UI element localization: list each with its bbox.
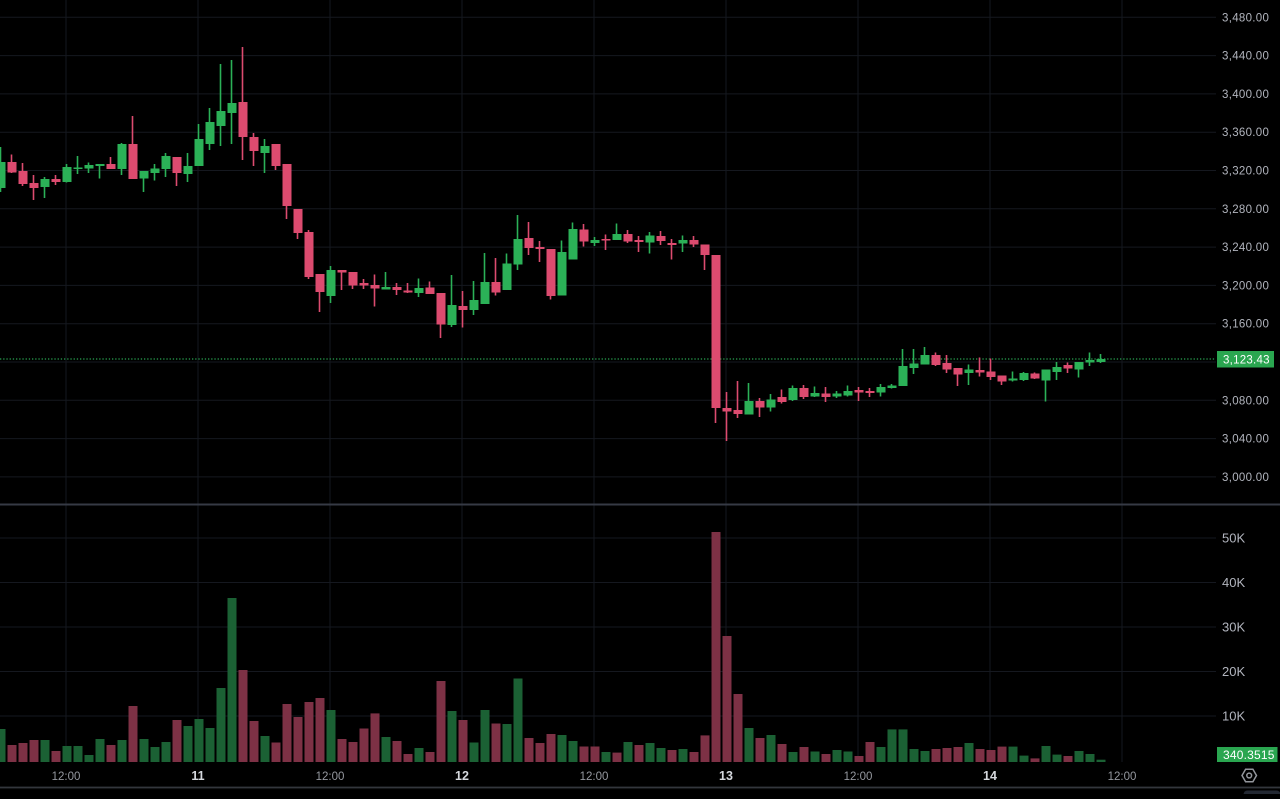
svg-text:12: 12 (455, 769, 469, 783)
svg-text:12:00: 12:00 (1108, 771, 1137, 783)
svg-text:3,320.00: 3,320.00 (1222, 166, 1269, 178)
svg-text:3,160.00: 3,160.00 (1222, 319, 1269, 331)
svg-text:14: 14 (983, 769, 997, 783)
svg-text:3,123.43: 3,123.43 (1223, 354, 1270, 366)
svg-text:12:00: 12:00 (316, 771, 345, 783)
svg-text:3,000.00: 3,000.00 (1222, 472, 1269, 484)
svg-text:3,240.00: 3,240.00 (1222, 242, 1269, 254)
svg-text:3,400.00: 3,400.00 (1222, 89, 1269, 101)
svg-text:13: 13 (719, 769, 733, 783)
svg-text:12:00: 12:00 (52, 771, 81, 783)
svg-text:340.3515: 340.3515 (1223, 748, 1275, 762)
svg-text:12:00: 12:00 (580, 771, 609, 783)
svg-text:20K: 20K (1222, 664, 1245, 679)
svg-text:3,360.00: 3,360.00 (1222, 127, 1269, 139)
svg-text:40K: 40K (1222, 575, 1245, 590)
svg-text:12:00: 12:00 (844, 771, 873, 783)
svg-text:3,040.00: 3,040.00 (1222, 434, 1269, 446)
svg-text:3,480.00: 3,480.00 (1222, 12, 1269, 24)
svg-text:3,280.00: 3,280.00 (1222, 204, 1269, 216)
svg-text:3,080.00: 3,080.00 (1222, 395, 1269, 407)
svg-text:30K: 30K (1222, 620, 1245, 635)
svg-text:11: 11 (191, 769, 204, 783)
svg-text:10K: 10K (1222, 709, 1245, 724)
svg-text:50K: 50K (1222, 531, 1245, 546)
svg-text:3,440.00: 3,440.00 (1222, 51, 1269, 63)
svg-text:3,200.00: 3,200.00 (1222, 280, 1269, 292)
